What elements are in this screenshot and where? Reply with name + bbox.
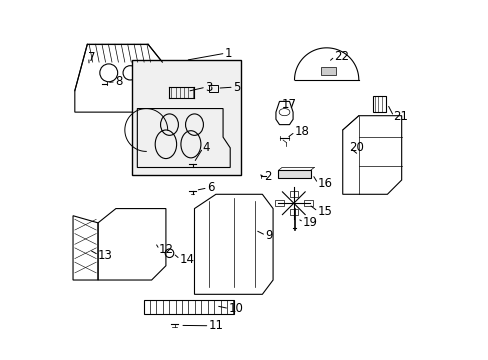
Text: 14: 14 [179, 253, 194, 266]
Text: 2: 2 [264, 170, 271, 183]
Text: 16: 16 [317, 177, 332, 190]
Text: 9: 9 [264, 229, 272, 242]
Text: 22: 22 [333, 50, 348, 63]
Text: 6: 6 [206, 181, 214, 194]
Text: 21: 21 [392, 110, 407, 123]
Bar [303, 201, 312, 206]
Text: 3: 3 [205, 81, 212, 94]
Text: 5: 5 [233, 81, 240, 94]
Text: 19: 19 [303, 216, 317, 229]
Bar [289, 209, 298, 215]
Bar [289, 192, 298, 197]
Text: 12: 12 [159, 243, 173, 256]
Text: 1: 1 [224, 47, 232, 60]
Text: 17: 17 [282, 99, 296, 112]
Text: 11: 11 [208, 319, 224, 332]
Text: 20: 20 [348, 141, 363, 154]
Bar [208, 85, 217, 93]
FancyBboxPatch shape [132, 60, 241, 175]
Text: 15: 15 [317, 205, 331, 218]
Text: 10: 10 [228, 302, 243, 315]
Text: 7: 7 [88, 51, 95, 64]
Bar [321, 67, 335, 75]
Text: 4: 4 [202, 141, 209, 154]
Bar [278, 170, 310, 178]
Text: 8: 8 [115, 75, 122, 88]
Bar [275, 201, 284, 206]
Text: 13: 13 [98, 248, 113, 261]
Text: 18: 18 [294, 125, 309, 138]
